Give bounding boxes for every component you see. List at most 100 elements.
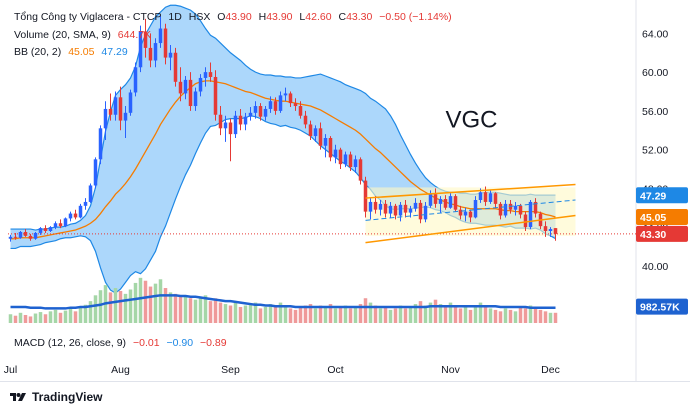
y-tick-label: 60.00 bbox=[642, 67, 668, 79]
price-tag-bg bbox=[636, 208, 688, 225]
candle-body bbox=[113, 97, 118, 115]
volume-bar bbox=[448, 302, 453, 323]
volume-bar bbox=[368, 302, 373, 323]
volume-bar bbox=[318, 305, 323, 323]
candle-body bbox=[478, 192, 483, 200]
candle-body bbox=[163, 28, 168, 58]
candle-body bbox=[388, 205, 393, 214]
y-tick-label: 52.00 bbox=[642, 145, 668, 157]
candle-body bbox=[408, 208, 413, 213]
candle-body bbox=[443, 199, 448, 208]
volume-bar bbox=[433, 299, 438, 323]
bb-upper-value: 47.29 bbox=[101, 46, 128, 58]
volume-bar bbox=[328, 304, 333, 323]
bb-band-fill bbox=[10, 5, 556, 293]
volume-bar bbox=[188, 298, 193, 323]
footer-divider bbox=[0, 381, 690, 382]
candle-body bbox=[8, 236, 13, 239]
channel-upper-line bbox=[365, 183, 576, 199]
channel-lower-line bbox=[365, 214, 576, 244]
exchange: HSX bbox=[188, 11, 211, 23]
volume-bar bbox=[198, 296, 203, 323]
candle-body bbox=[178, 81, 183, 94]
volume-bar bbox=[458, 308, 463, 323]
volume-bar bbox=[168, 292, 173, 323]
volume-bar bbox=[253, 302, 258, 323]
volume-bar bbox=[438, 304, 443, 323]
volume-bar bbox=[238, 306, 243, 323]
candle-body bbox=[473, 200, 478, 218]
volume-bar bbox=[533, 308, 538, 323]
candle-body bbox=[228, 122, 233, 135]
x-tick-label: Aug bbox=[111, 364, 130, 376]
volume-bar bbox=[98, 290, 103, 323]
bb-basis-value: 45.05 bbox=[68, 46, 95, 58]
candle-body bbox=[243, 116, 248, 125]
volume-bar bbox=[518, 306, 523, 323]
volume-bar bbox=[158, 279, 163, 323]
x-tick-label: Dec bbox=[541, 364, 560, 376]
candle-body bbox=[518, 205, 523, 215]
volume-bar bbox=[523, 308, 528, 323]
price-tag-label: 982.57K bbox=[640, 302, 680, 314]
candle-body bbox=[313, 128, 318, 137]
candle-body bbox=[363, 180, 368, 212]
candle-body bbox=[533, 201, 538, 214]
tradingview-brand[interactable]: TradingView bbox=[10, 390, 102, 404]
candle-body bbox=[463, 211, 468, 216]
symbol-name[interactable]: Tổng Công ty Viglacera - CTCP bbox=[14, 11, 162, 23]
candle-body bbox=[208, 72, 213, 77]
candle-body bbox=[68, 213, 73, 219]
volume-bar bbox=[428, 302, 433, 323]
macd-legend[interactable]: MACD (12, 26, close, 9) −0.01 −0.90 −0.8… bbox=[14, 337, 231, 349]
volume-bar bbox=[493, 309, 498, 323]
volume-label: Volume (20, SMA, 9) bbox=[14, 29, 111, 41]
candle-body bbox=[483, 192, 488, 202]
candle-body bbox=[198, 77, 203, 92]
volume-legend[interactable]: Volume (20, SMA, 9) 644.7K bbox=[14, 29, 155, 41]
volume-bar bbox=[403, 308, 408, 323]
candle-body bbox=[298, 106, 303, 116]
candle-body bbox=[63, 218, 68, 227]
volume-bar bbox=[173, 293, 178, 323]
candle-body bbox=[378, 203, 383, 210]
volume-bar bbox=[248, 304, 253, 323]
candle-body bbox=[48, 227, 53, 231]
candle-body bbox=[98, 128, 103, 160]
volume-bar bbox=[333, 308, 338, 323]
candle-body bbox=[28, 235, 33, 239]
volume-bar bbox=[228, 305, 233, 323]
candle-body bbox=[423, 205, 428, 220]
bb-label: BB (20, 2) bbox=[14, 46, 62, 58]
candle-body bbox=[143, 31, 148, 48]
volume-bar bbox=[133, 282, 138, 323]
price-tag-label: 45.05 bbox=[640, 212, 666, 224]
macd-signal-value: −0.90 bbox=[166, 337, 194, 349]
volume-bar bbox=[23, 314, 28, 323]
volume-bar bbox=[393, 308, 398, 323]
change-value: −0.50 (−1.14%) bbox=[379, 11, 452, 23]
candle-body bbox=[128, 92, 133, 113]
candle-body bbox=[488, 193, 493, 202]
price-tag-bg bbox=[636, 187, 688, 204]
volume-bar bbox=[113, 288, 118, 323]
volume-bar bbox=[33, 313, 38, 323]
candle-body bbox=[173, 52, 178, 82]
bb-legend[interactable]: BB (20, 2) 45.05 47.29 bbox=[14, 46, 132, 58]
x-tick-label: Jul bbox=[4, 364, 17, 376]
y-tick-label: 64.00 bbox=[642, 28, 668, 40]
volume-bar bbox=[513, 311, 518, 323]
candle-body bbox=[133, 67, 138, 93]
volume-bar bbox=[28, 316, 33, 323]
candle-body bbox=[213, 76, 218, 115]
candle-body bbox=[553, 228, 558, 234]
volume-bar bbox=[498, 311, 503, 323]
volume-bar bbox=[303, 305, 308, 323]
candle-body bbox=[268, 101, 273, 109]
candle-body bbox=[258, 106, 263, 117]
open-value: 43.90 bbox=[225, 11, 252, 23]
candle-body bbox=[513, 205, 518, 210]
candle-body bbox=[368, 201, 373, 212]
candle-body bbox=[58, 223, 63, 227]
